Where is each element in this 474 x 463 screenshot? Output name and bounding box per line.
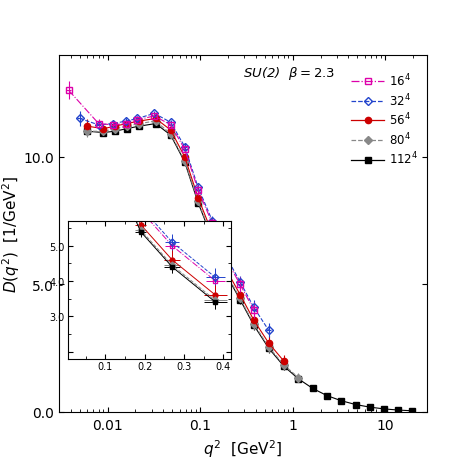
Legend: $16^4$, $32^4$, $56^4$, $80^4$, $112^4$: $16^4$, $32^4$, $56^4$, $80^4$, $112^4$: [349, 70, 421, 169]
Text: SU(2)  $\beta = 2.3$: SU(2) $\beta = 2.3$: [243, 64, 335, 81]
X-axis label: $q^2$  [GeV$^2$]: $q^2$ [GeV$^2$]: [203, 437, 283, 459]
Y-axis label: $D(q^2)$  [1/GeV$^2$]: $D(q^2)$ [1/GeV$^2$]: [0, 175, 21, 293]
